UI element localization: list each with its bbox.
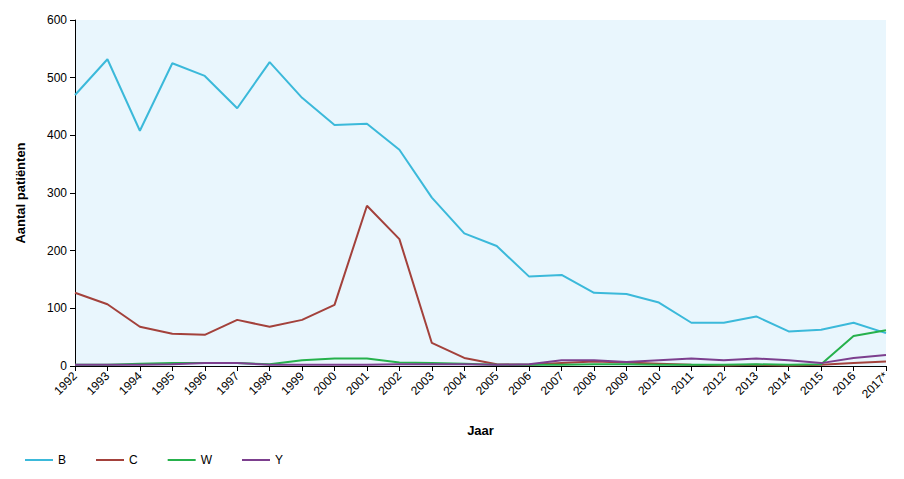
svg-text:1992: 1992 bbox=[51, 369, 80, 398]
svg-text:2008: 2008 bbox=[570, 369, 599, 398]
svg-text:600: 600 bbox=[47, 13, 67, 27]
svg-text:1993: 1993 bbox=[84, 369, 113, 398]
svg-text:W: W bbox=[201, 453, 213, 467]
svg-text:1998: 1998 bbox=[246, 369, 275, 398]
svg-text:400: 400 bbox=[47, 128, 67, 142]
svg-text:2000: 2000 bbox=[311, 369, 340, 398]
svg-text:Jaar: Jaar bbox=[467, 423, 494, 438]
svg-text:0: 0 bbox=[60, 359, 67, 373]
svg-text:2014: 2014 bbox=[765, 369, 794, 398]
svg-text:2011: 2011 bbox=[668, 369, 696, 397]
svg-text:2009: 2009 bbox=[603, 369, 632, 398]
svg-text:2015: 2015 bbox=[797, 369, 826, 398]
svg-text:2016: 2016 bbox=[830, 369, 859, 398]
svg-text:2017*: 2017* bbox=[859, 369, 891, 401]
svg-text:200: 200 bbox=[47, 244, 67, 258]
svg-text:Aantal patiënten: Aantal patiënten bbox=[13, 142, 28, 243]
svg-text:300: 300 bbox=[47, 186, 67, 200]
svg-text:1997: 1997 bbox=[213, 369, 242, 398]
svg-text:2006: 2006 bbox=[505, 369, 534, 398]
svg-text:2002: 2002 bbox=[376, 369, 405, 398]
svg-text:2007: 2007 bbox=[538, 369, 567, 398]
svg-text:2005: 2005 bbox=[473, 369, 502, 398]
svg-text:2001: 2001 bbox=[343, 369, 372, 398]
svg-text:2012: 2012 bbox=[700, 369, 729, 398]
svg-text:2004: 2004 bbox=[440, 369, 469, 398]
svg-text:1995: 1995 bbox=[149, 369, 178, 398]
svg-text:B: B bbox=[58, 453, 66, 467]
svg-text:2010: 2010 bbox=[635, 369, 664, 398]
svg-text:1999: 1999 bbox=[278, 369, 307, 398]
svg-text:500: 500 bbox=[47, 71, 67, 85]
svg-text:100: 100 bbox=[47, 301, 67, 315]
svg-text:C: C bbox=[129, 453, 138, 467]
svg-text:2013: 2013 bbox=[732, 369, 761, 398]
svg-text:2003: 2003 bbox=[408, 369, 437, 398]
svg-text:1994: 1994 bbox=[116, 369, 145, 398]
svg-text:Y: Y bbox=[275, 453, 283, 467]
svg-text:1996: 1996 bbox=[181, 369, 210, 398]
